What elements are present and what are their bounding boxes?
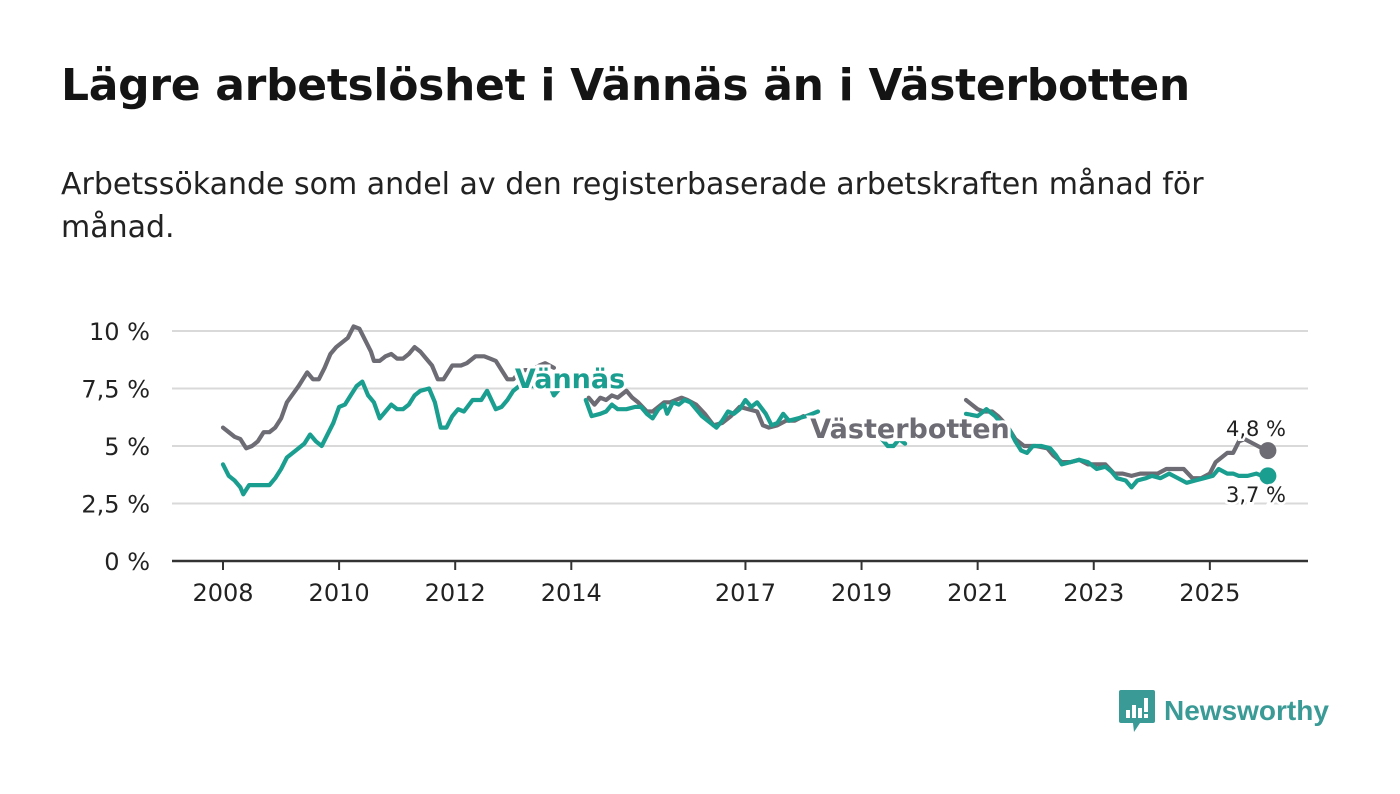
x-tick-label: 2012 [425,579,486,607]
series-label-vannas: Vännäs [515,364,625,395]
x-tick-label: 2017 [715,579,776,607]
x-tick-label: 2010 [309,579,370,607]
series-line-vasterbotten [220,324,556,451]
grid-lines [172,330,1308,505]
series-line-vannas [548,386,568,398]
series-line-vannas [583,397,821,430]
series-end-dot [1259,467,1277,485]
series-label-vasterbotten: Västerbotten [810,414,1009,445]
newsworthy-logo: Newsworthy [1118,688,1329,734]
series-line-vannas [963,407,1270,490]
series-line-vasterbotten [586,388,806,430]
x-tick-label: 2014 [541,579,602,607]
series-end-dot [1259,442,1277,460]
series-line-vannas [879,437,908,449]
end-value-vasterbotten: 4,8 % [1226,417,1286,441]
series-labels: Vännäs Västerbotten 4,8 % 3,7 % [512,361,1289,510]
y-tick-label: 7,5 % [81,376,150,404]
series-line-vasterbotten [963,397,1270,481]
x-tick-label: 2025 [1179,579,1240,607]
y-tick-label: 0 % [104,548,150,576]
x-tick-label: 2021 [947,579,1008,607]
newsworthy-logo-text: Newsworthy [1164,695,1329,726]
y-tick-label: 5 % [104,433,150,461]
x-tick-label: 2019 [831,579,892,607]
x-tick-label: 2023 [1063,579,1124,607]
series-lines [220,324,1277,497]
y-tick-label: 10 % [89,318,150,346]
chart-subtitle: Arbetssökande som andel av den registerb… [61,167,1204,245]
x-axis-ticks: 2008 2010 2012 2014 2017 2019 2021 2023 2025 [192,561,1240,607]
newsworthy-logo-icon [1119,690,1155,732]
end-value-vannas: 3,7 % [1226,483,1286,507]
chart-title: Lägre arbetslöshet i Vännäs än i Västerb… [61,60,1190,111]
x-tick-label: 2008 [192,579,253,607]
y-axis-ticks: 0 % 2,5 % 5 % 7,5 % 10 % [81,318,150,576]
y-tick-label: 2,5 % [81,491,150,519]
series-line-vannas [220,379,536,497]
